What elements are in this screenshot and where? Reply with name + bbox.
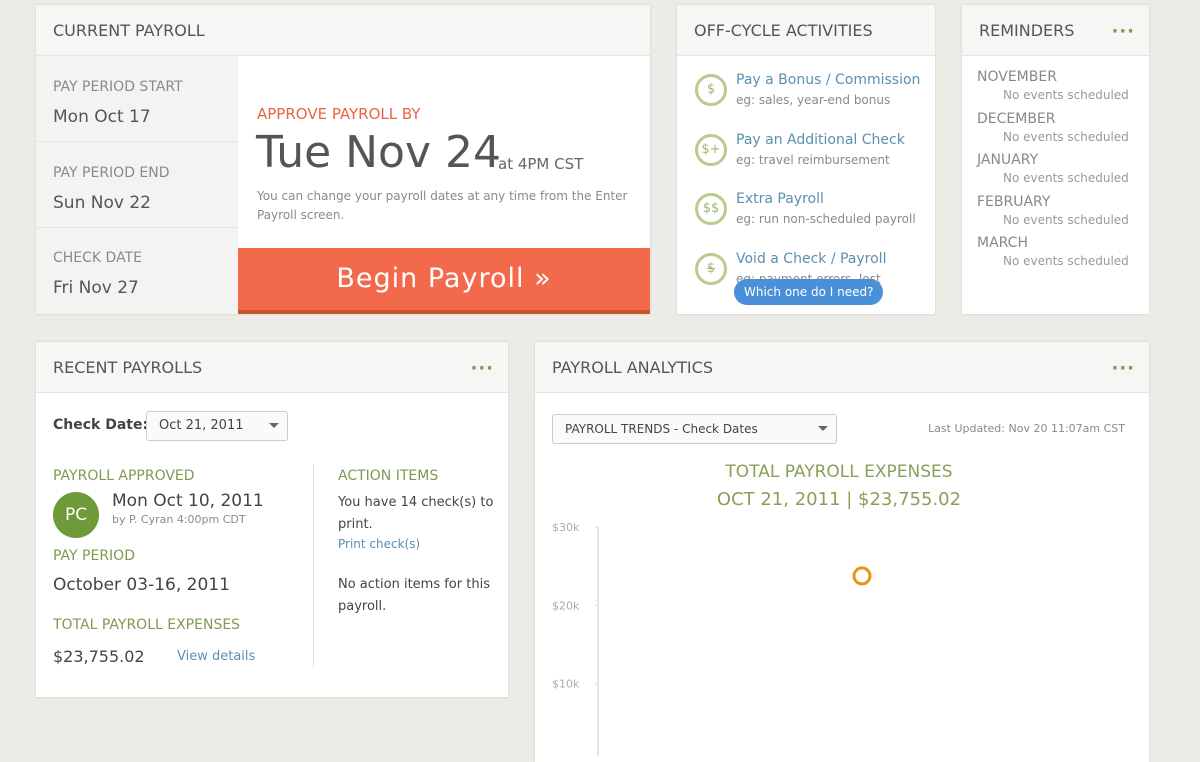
panel-header: CURRENT PAYROLL [36,5,650,56]
period-label: PAY PERIOD [53,548,135,564]
y-tick-label: $10k [552,678,580,691]
approved-by: by P. Cyran 4:00pm CDT [112,513,246,526]
trend-dropdown[interactable]: PAYROLL TRENDS - Check Dates [552,414,837,444]
field-value: Mon Oct 17 [53,107,151,127]
recent-payrolls-panel: RECENT PAYROLLS ··· Check Date: Oct 21, 2… [36,342,508,697]
y-tick-label: $30k [552,521,580,534]
field-label: CHECK DATE [53,250,142,266]
action-title: ACTION ITEMS [338,468,439,484]
check-date-dropdown[interactable]: Oct 21, 2011 [146,411,288,441]
last-updated: Last Updated: Nov 20 11:07am CST [928,422,1125,435]
dropdown-value: Oct 21, 2011 [159,418,244,433]
current-payroll-panel: CURRENT PAYROLL PAY PERIOD START Mon Oct… [36,5,650,314]
reminder-month: FEBRUARY [977,193,1051,210]
activity-link[interactable]: Extra Payroll [736,191,824,207]
view-details-link[interactable]: View details [177,649,256,664]
off-cycle-panel: OFF-CYCLE ACTIVITIES $ Pay a Bonus / Comm… [677,5,935,314]
reminder-month: JANUARY [977,152,1039,168]
activity-icon: $$ [695,193,727,225]
chart-subtitle: OCT 21, 2011 | $23,755.02 [717,489,961,510]
total: $23,755.02 [53,647,145,666]
menu-dots[interactable]: ··· [470,358,494,379]
approved-date: Mon Oct 10, 2011 [112,491,264,511]
reminder-note: No events scheduled [1003,171,1129,185]
field-label: PAY PERIOD START [53,79,183,95]
avatar: PC [53,492,99,538]
panel-title: OFF-CYCLE ACTIVITIES [694,21,873,40]
data-point [852,566,872,586]
y-tick-label: $20k [552,599,580,612]
activity-hint: eg: sales, year-end bonus [736,93,891,107]
reminder-note: No events scheduled [1003,212,1129,227]
activity-icon: $ [695,252,727,285]
panel-header: PAYROLL ANALYTICS ··· [535,342,1149,393]
date-column [36,56,238,314]
total-label: TOTAL PAYROLL EXPENSES [53,617,241,633]
panel-title: CURRENT PAYROLL [53,21,205,40]
menu-dots[interactable]: ··· [1111,21,1135,42]
divider [313,464,314,667]
reminder-month: NOVEMBER [977,69,1057,85]
reminder-month: MARCH [977,235,1028,251]
payroll-chart: TOTAL PAYROLL EXPENSES OCT 21, 2011 | $23… [552,462,961,756]
activity-hint: eg: travel reimbursement [736,152,890,167]
period: October 03-16, 2011 [53,575,230,595]
field-value: Fri Nov 27 [53,278,139,298]
reminders-panel: REMINDERS ··· NOVEMBER No events scheduled… [962,5,1149,314]
action-text: You have 14 check(s) to print. [338,495,494,532]
approved-label: PAYROLL APPROVED [53,468,195,484]
activity-icon: $ [695,74,727,106]
begin-payroll-button[interactable]: Begin Payroll » [238,248,650,314]
analytics-panel: PAYROLL ANALYTICS ··· PAYROLL TRENDS - Ch… [535,342,1149,762]
panel-header: REMINDERS ··· [962,5,1149,56]
check-date-label: Check Date: [53,417,149,433]
help-button[interactable]: Which one do I need? [734,279,884,305]
panel-title: REMINDERS [979,21,1075,40]
divider [36,141,238,142]
approve-time: at 4PM CST [498,155,584,173]
reminder-month: DECEMBER [977,110,1056,127]
field-label: PAY PERIOD END [53,165,170,181]
no-action-text: No action items for this payroll. [338,577,490,614]
panel-title: RECENT PAYROLLS [53,358,203,377]
print-link[interactable]: Print check(s) [338,537,421,551]
panel-header: RECENT PAYROLLS ··· [36,342,508,393]
activity-link[interactable]: Void a Check / Payroll [736,250,887,267]
approve-label: APPROVE PAYROLL BY [257,105,421,123]
activity-link[interactable]: Pay an Additional Check [736,131,905,148]
chart-title: TOTAL PAYROLL EXPENSES [724,462,952,482]
approve-date: Tue Nov 24 [256,127,501,178]
menu-dots[interactable]: ··· [1111,358,1135,379]
divider [36,227,238,228]
activity-hint: eg: run non-scheduled payroll [736,212,916,226]
dropdown-value: PAYROLL TRENDS - Check Dates [565,422,758,436]
activity-link[interactable]: Pay a Bonus / Commission [736,72,921,88]
reminder-note: No events scheduled [1003,88,1129,102]
reminder-note: No events scheduled [1003,254,1129,268]
note: You can change your payroll dates at any… [257,189,628,222]
panel-header: OFF-CYCLE ACTIVITIES [677,5,935,56]
reminder-note: No events scheduled [1003,129,1129,144]
panel-title: PAYROLL ANALYTICS [552,358,713,377]
field-value: Sun Nov 22 [53,193,151,213]
activity-icon: $+ [695,133,727,166]
